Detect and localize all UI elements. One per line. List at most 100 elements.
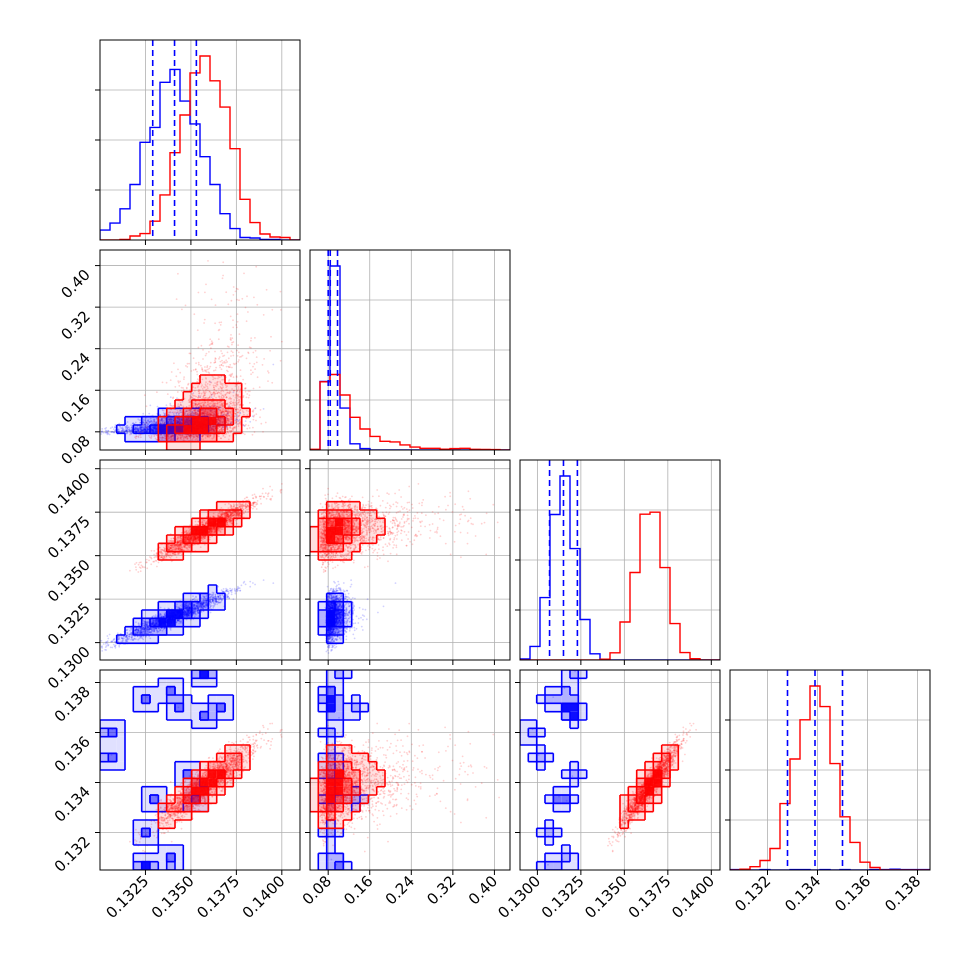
sample-point (138, 427, 141, 430)
density-cell (191, 391, 200, 400)
sample-point (186, 437, 189, 440)
sample-point (231, 351, 234, 354)
sample-point (220, 321, 223, 324)
sample-point (127, 426, 130, 429)
sample-point (237, 419, 240, 422)
sample-point (271, 308, 274, 311)
sample-point (281, 340, 283, 343)
sample-point (139, 430, 142, 433)
sample-point (231, 337, 234, 340)
density-cell (216, 383, 225, 392)
sample-point (156, 405, 159, 408)
sample-point (271, 381, 274, 384)
sample-point (248, 394, 251, 397)
sample-point (146, 424, 149, 427)
sample-point (175, 414, 178, 417)
sample-point (205, 388, 208, 391)
sample-point (230, 412, 232, 415)
panel-0-0 (95, 39, 301, 245)
sample-point (229, 422, 232, 425)
sample-point (120, 427, 122, 429)
sample-point (155, 421, 158, 424)
sample-point (147, 429, 150, 431)
sample-point (172, 413, 175, 415)
sample-point (140, 425, 143, 428)
sample-point (143, 422, 146, 424)
sample-point (117, 428, 120, 431)
sample-point (133, 428, 136, 430)
sample-point (142, 429, 145, 432)
sample-point (145, 429, 148, 432)
sample-point (211, 393, 213, 396)
sample-point (134, 426, 136, 428)
sample-point (147, 426, 150, 428)
sample-point (223, 354, 226, 357)
sample-point (171, 411, 174, 414)
sample-point (204, 401, 206, 404)
sample-point (153, 418, 156, 421)
sample-point (142, 426, 145, 429)
sample-point (169, 402, 172, 405)
sample-point (194, 403, 197, 406)
density-cell (208, 391, 217, 400)
sample-point (194, 408, 197, 411)
sample-point (134, 421, 137, 424)
sample-point (187, 399, 190, 402)
sample-point (250, 347, 252, 349)
sample-point (146, 427, 148, 430)
sample-point (204, 291, 206, 294)
sample-point (146, 430, 148, 433)
sample-point (135, 427, 138, 430)
sample-point (255, 265, 258, 268)
sample-point (170, 438, 173, 440)
sample-point (101, 428, 104, 430)
density-cell (183, 416, 192, 425)
sample-point (209, 392, 212, 394)
sample-point (209, 361, 212, 364)
density-cell (233, 416, 242, 425)
sample-point (196, 413, 199, 416)
sample-point (122, 430, 125, 432)
sample-point (124, 429, 127, 432)
sample-point (140, 428, 143, 431)
sample-point (146, 430, 149, 433)
sample-point (105, 427, 108, 429)
sample-point (137, 429, 139, 432)
sample-point (205, 371, 208, 373)
sample-point (161, 381, 164, 384)
sample-point (191, 414, 193, 416)
sample-point (155, 421, 158, 424)
sample-point (184, 304, 187, 307)
sample-point (121, 429, 124, 432)
density-cell (158, 416, 167, 425)
sample-point (197, 410, 199, 413)
sample-point (227, 413, 230, 416)
sample-point (219, 437, 222, 440)
sample-point (144, 429, 147, 432)
sample-point (179, 437, 182, 440)
sample-point (130, 432, 133, 435)
sample-point (198, 363, 200, 366)
sample-point (140, 426, 143, 428)
sample-point (244, 424, 246, 427)
sample-point (197, 409, 200, 412)
sample-point (193, 414, 196, 416)
sample-point (163, 413, 166, 415)
sample-point (218, 406, 221, 409)
sample-point (187, 382, 190, 385)
sample-point (220, 428, 223, 431)
sample-point (124, 425, 127, 428)
sample-point (146, 423, 149, 425)
sample-point (128, 429, 131, 432)
sample-point (146, 427, 149, 429)
sample-point (202, 349, 204, 351)
sample-point (100, 430, 103, 433)
sample-point (126, 428, 129, 430)
sample-point (204, 370, 207, 373)
sample-point (196, 373, 199, 376)
sample-point (152, 422, 155, 424)
sample-point (122, 427, 124, 430)
density-cell (200, 400, 209, 409)
sample-point (143, 429, 146, 432)
sample-point (214, 361, 217, 364)
